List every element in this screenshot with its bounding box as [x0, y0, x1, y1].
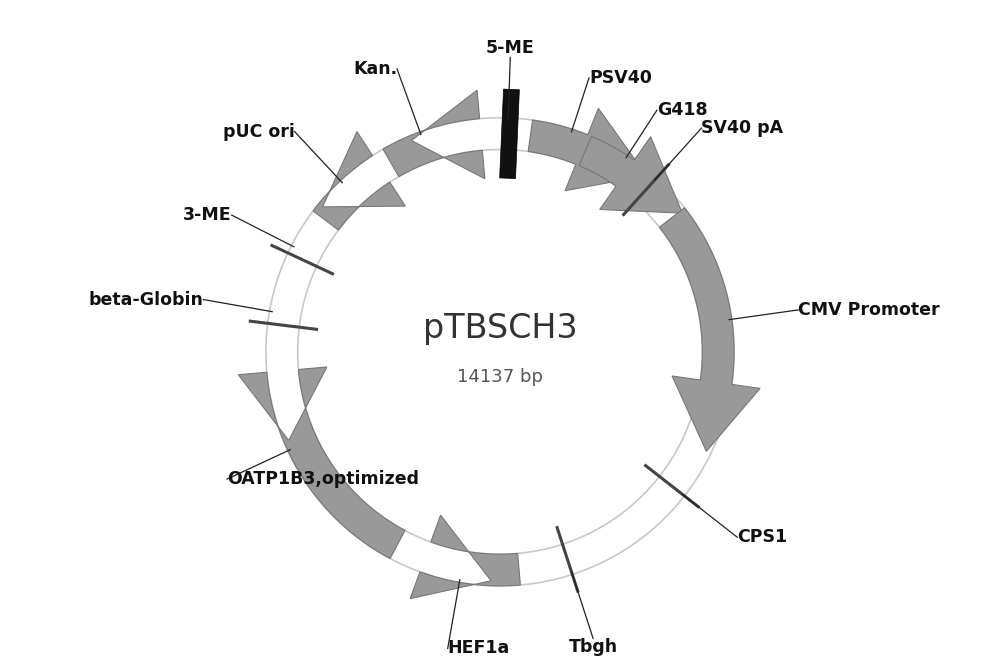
Text: HEF1a: HEF1a	[448, 639, 510, 657]
Text: beta-Globin: beta-Globin	[89, 291, 203, 309]
Text: CMV Promoter: CMV Promoter	[798, 301, 940, 319]
Text: CPS1: CPS1	[737, 529, 787, 546]
Text: G418: G418	[657, 102, 707, 120]
Text: SV40 pA: SV40 pA	[701, 119, 784, 137]
Text: 14137 bp: 14137 bp	[457, 368, 543, 386]
Polygon shape	[528, 108, 646, 191]
Polygon shape	[383, 90, 485, 179]
Text: Kan.: Kan.	[353, 60, 397, 78]
Text: PSV40: PSV40	[589, 69, 652, 87]
Text: Tbgh: Tbgh	[568, 638, 618, 656]
Text: OATP1B3,optimized: OATP1B3,optimized	[227, 470, 419, 488]
Polygon shape	[579, 136, 682, 213]
Polygon shape	[238, 367, 405, 558]
Polygon shape	[500, 89, 519, 179]
Polygon shape	[410, 515, 520, 599]
Text: pUC ori: pUC ori	[223, 123, 295, 141]
Text: pTBSCH3: pTBSCH3	[423, 312, 577, 345]
Text: 3-ME: 3-ME	[183, 206, 232, 224]
Text: 5-ME: 5-ME	[486, 39, 535, 58]
Polygon shape	[313, 131, 405, 230]
Polygon shape	[659, 208, 760, 452]
